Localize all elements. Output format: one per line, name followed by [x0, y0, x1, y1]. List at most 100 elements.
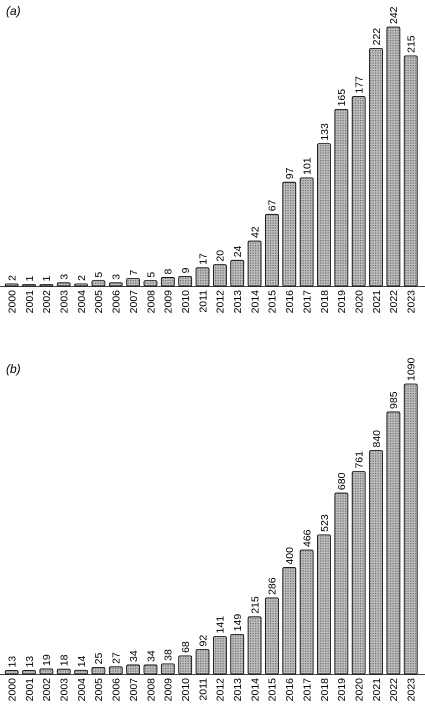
- bar-a-2019: [334, 109, 349, 287]
- value-label-b-2003: 18: [59, 654, 71, 666]
- value-label-a-2000: 2: [6, 275, 18, 281]
- bar-a-2002: [39, 284, 54, 287]
- value-label-b-2019: 680: [336, 472, 348, 490]
- tick-label-b-2003: 2003: [59, 678, 71, 702]
- value-label-a-2009: 8: [163, 268, 175, 274]
- bar-b-2003: [56, 668, 71, 675]
- value-label-b-2022: 985: [388, 391, 400, 409]
- value-label-b-2012: 141: [215, 616, 227, 634]
- tick-label-a-2001: 2001: [24, 290, 36, 314]
- value-label-a-2008: 5: [145, 272, 157, 278]
- bar-a-2015: [265, 213, 279, 287]
- tick-label-a-2002: 2002: [41, 290, 53, 314]
- bar-a-2008: [143, 280, 158, 287]
- value-label-a-2020: 177: [353, 76, 365, 94]
- bar-b-2011: [195, 649, 210, 675]
- tick-label-a-2018: 2018: [319, 290, 331, 314]
- bar-b-2014: [247, 616, 262, 675]
- tick-label-a-2005: 2005: [93, 290, 105, 314]
- bar-b-2021: [369, 450, 383, 675]
- value-label-a-2005: 5: [93, 272, 105, 278]
- tick-label-b-2014: 2014: [249, 678, 261, 702]
- bar-chart-a: 2 2000 1 2001 1 2002 3 2003 2 2004 5 2005 3 2006 7 2007…: [0, 6, 425, 314]
- tick-label-a-2019: 2019: [336, 290, 348, 314]
- bar-a-2007: [126, 278, 141, 287]
- tick-label-a-2017: 2017: [301, 290, 313, 314]
- tick-label-b-2006: 2006: [111, 678, 123, 702]
- bar-a-2004: [74, 283, 88, 287]
- tick-label-a-2014: 2014: [249, 290, 261, 314]
- value-label-a-2010: 9: [180, 267, 192, 273]
- bar-b-2000: [4, 670, 19, 675]
- bar-b-2007: [126, 664, 141, 675]
- bar-b-2023: [403, 383, 418, 675]
- bar-b-2001: [22, 670, 36, 675]
- bar-b-2012: [212, 636, 227, 675]
- tick-label-b-2009: 2009: [163, 678, 175, 702]
- bar-b-2008: [143, 664, 158, 675]
- bar-a-2014: [247, 240, 262, 287]
- value-label-b-2021: 840: [371, 430, 383, 448]
- value-label-a-2003: 3: [59, 274, 71, 280]
- value-label-a-2019: 165: [336, 89, 348, 107]
- tick-label-b-2011: 2011: [197, 678, 209, 701]
- value-label-a-2011: 17: [197, 253, 209, 265]
- value-label-b-2014: 215: [249, 596, 261, 614]
- value-label-a-2022: 242: [388, 6, 400, 24]
- tick-label-a-2000: 2000: [6, 290, 18, 314]
- value-label-b-2006: 27: [111, 652, 123, 664]
- bar-b-2016: [282, 567, 297, 675]
- tick-label-b-2022: 2022: [388, 678, 400, 702]
- value-label-b-2020: 761: [353, 451, 365, 469]
- bar-a-2011: [195, 267, 210, 287]
- bar-b-2006: [108, 666, 123, 675]
- tick-label-b-2020: 2020: [353, 678, 365, 702]
- bar-b-2015: [265, 597, 279, 675]
- value-label-b-2023: 1090: [406, 358, 418, 381]
- panel-label-b: (b): [6, 362, 21, 376]
- tick-label-a-2004: 2004: [76, 290, 88, 314]
- value-label-a-2023: 215: [406, 35, 418, 53]
- value-label-a-2004: 2: [76, 275, 88, 281]
- bar-a-2023: [403, 55, 418, 287]
- value-label-a-2014: 42: [249, 226, 261, 238]
- value-label-a-2015: 67: [267, 199, 279, 211]
- value-label-b-2002: 19: [41, 654, 53, 666]
- tick-label-b-2010: 2010: [180, 678, 192, 702]
- tick-label-b-2004: 2004: [76, 678, 88, 702]
- tick-label-a-2012: 2012: [215, 290, 227, 314]
- bar-a-2000: [4, 283, 19, 287]
- tick-label-a-2006: 2006: [111, 290, 123, 314]
- tick-label-b-2021: 2021: [371, 678, 383, 702]
- value-label-b-2018: 523: [319, 514, 331, 532]
- bar-a-2018: [317, 143, 331, 287]
- tick-label-b-2005: 2005: [93, 678, 105, 702]
- value-label-a-2018: 133: [319, 123, 331, 141]
- value-label-b-2015: 286: [267, 577, 279, 595]
- value-label-b-2010: 68: [180, 641, 192, 653]
- tick-label-b-2000: 2000: [6, 678, 18, 702]
- tick-label-b-2001: 2001: [24, 678, 36, 702]
- bar-a-2021: [369, 48, 383, 287]
- bar-b-2002: [39, 668, 54, 675]
- tick-label-a-2010: 2010: [180, 290, 192, 314]
- value-label-a-2002: 1: [41, 276, 53, 282]
- bar-chart-b: 13 2000 13 2001 19 2002 18 2003 14 2004 25 2005 27 20…: [0, 358, 425, 702]
- tick-label-a-2021: 2021: [371, 290, 383, 314]
- tick-label-a-2022: 2022: [388, 290, 400, 314]
- value-label-b-2017: 466: [301, 529, 313, 547]
- value-label-b-2016: 400: [284, 547, 296, 565]
- bar-b-2017: [299, 549, 314, 675]
- bar-a-2016: [282, 181, 297, 287]
- tick-label-a-2009: 2009: [163, 290, 175, 314]
- bar-b-2009: [160, 663, 175, 675]
- tick-label-a-2016: 2016: [284, 290, 296, 314]
- tick-label-a-2003: 2003: [59, 290, 71, 314]
- tick-label-a-2011: 2011: [197, 290, 209, 313]
- value-label-a-2007: 7: [128, 270, 140, 276]
- value-label-b-2005: 25: [93, 653, 105, 665]
- value-label-a-2013: 24: [232, 245, 244, 257]
- bar-a-2017: [299, 177, 314, 287]
- bar-a-2001: [22, 284, 36, 287]
- chart-panel-a: (a) 2 2000 1 2001 1 2002 3 2003 2 2004 5 2005 3 2006 7…: [0, 0, 425, 352]
